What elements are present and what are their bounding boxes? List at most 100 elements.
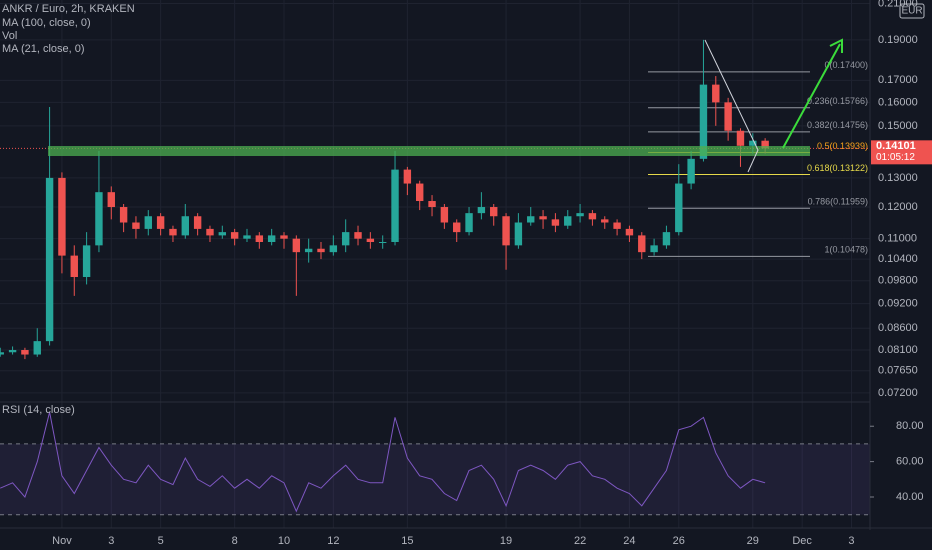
candle-body (391, 169, 399, 243)
candle-body (304, 248, 313, 253)
candle-body (21, 350, 29, 355)
x-tick-label: 8 (232, 535, 238, 547)
currency-box (899, 3, 925, 19)
y-tick-label: 0.07200 (878, 387, 918, 399)
candle-body (613, 222, 621, 229)
candle-body (341, 232, 350, 246)
fib-label: 0.786(0.11959) (808, 197, 868, 207)
y-tick-label: 0.10400 (878, 253, 918, 265)
y-tick-label: 0.17000 (878, 74, 918, 86)
candle-body (662, 232, 671, 246)
y-tick-label: 0.09800 (878, 275, 918, 287)
currency: EUR (901, 6, 922, 17)
y-tick-label: 0.19000 (878, 34, 918, 46)
rsi-tick-label: 80.00 (896, 420, 924, 432)
candle-body (527, 216, 535, 223)
x-tick-label: 22 (574, 535, 586, 547)
y-tick-label: 0.13000 (878, 172, 918, 184)
x-tick-label: 12 (327, 535, 339, 547)
candle-body (243, 235, 251, 239)
rsi-tick-label: 40.00 (896, 491, 924, 503)
candle-body (0, 352, 4, 355)
candle-body (502, 216, 510, 246)
candle-body (416, 183, 424, 202)
candle-body (736, 130, 745, 146)
candle-body (280, 235, 288, 239)
fib-label: 0.5(0.13939) (817, 141, 868, 151)
rsi-band (0, 443, 870, 515)
candle-body (712, 84, 720, 103)
candle-body (650, 245, 658, 253)
fib-label: 0.236(0.15766) (807, 96, 868, 106)
countdown-label: 01:05:12 (876, 152, 915, 163)
candle-body (169, 228, 177, 236)
candle-body (576, 213, 584, 217)
candle-body (218, 232, 227, 236)
candle-body (8, 350, 17, 353)
fib-label: 0(0.17400) (824, 60, 868, 70)
x-tick-label: 15 (401, 535, 413, 547)
chart-title: ANKR / Euro, 2h, KRAKEN (2, 3, 135, 15)
candle-body (193, 216, 202, 229)
candle-body (378, 242, 387, 244)
y-tick-label: 0.21000 (878, 0, 918, 9)
candle-body (230, 232, 239, 239)
candle-body (588, 213, 597, 220)
candle-body (625, 228, 634, 236)
fib-label: 0.382(0.14756) (807, 120, 868, 130)
candle-body (366, 238, 375, 243)
candle-body (82, 245, 91, 278)
x-tick-label: 3 (848, 535, 854, 547)
y-tick-label: 0.08600 (878, 322, 918, 334)
x-tick-label: 10 (278, 535, 290, 547)
candle-body (724, 102, 732, 131)
grid (0, 0, 870, 528)
candle-body (638, 235, 646, 253)
indicator-label: Vol (2, 30, 17, 42)
candle-body (465, 213, 473, 233)
y-tick-label: 0.09200 (878, 298, 918, 310)
y-tick-label: 0.15000 (878, 120, 918, 132)
candle-body (699, 84, 708, 159)
rsi-title: RSI (14, close) (2, 404, 75, 416)
candle-body (33, 341, 41, 355)
candle-body (329, 245, 338, 253)
indicator-label: MA (21, close, 0) (2, 43, 85, 55)
rsi-tick-label: 60.00 (896, 456, 924, 468)
candle-body (119, 207, 128, 223)
candle-body (440, 207, 449, 223)
candle-body (144, 216, 152, 229)
arrow-line (782, 43, 841, 149)
candle-body (539, 216, 547, 220)
last-price-badge (871, 140, 932, 165)
x-tick-label: 24 (623, 535, 635, 547)
y-tick-label: 0.16000 (878, 96, 918, 108)
candle-body (95, 192, 103, 246)
candle-body (490, 207, 498, 217)
candle-body (58, 177, 66, 256)
candle-body (514, 222, 523, 246)
x-tick-label: Nov (52, 535, 72, 547)
support-zone (48, 146, 810, 156)
candle-body (601, 219, 609, 223)
x-tick-label: 3 (108, 535, 114, 547)
candle-body (107, 192, 115, 208)
candle-body (551, 219, 560, 226)
y-tick-label: 0.11000 (878, 233, 917, 245)
triangle-drawing (704, 39, 759, 173)
candle-body (267, 235, 276, 243)
candle-body (255, 235, 264, 243)
x-tick-label: 5 (158, 535, 164, 547)
candle-body (45, 177, 54, 342)
rsi-line (0, 411, 766, 513)
candle-body (477, 207, 486, 214)
y-tick-label: 0.08100 (878, 344, 918, 356)
candle-body (317, 248, 325, 253)
candle-body (761, 140, 769, 149)
candle-body (156, 216, 165, 229)
candle-body (675, 183, 683, 233)
candle-body (354, 232, 362, 239)
candle-body (428, 201, 436, 208)
